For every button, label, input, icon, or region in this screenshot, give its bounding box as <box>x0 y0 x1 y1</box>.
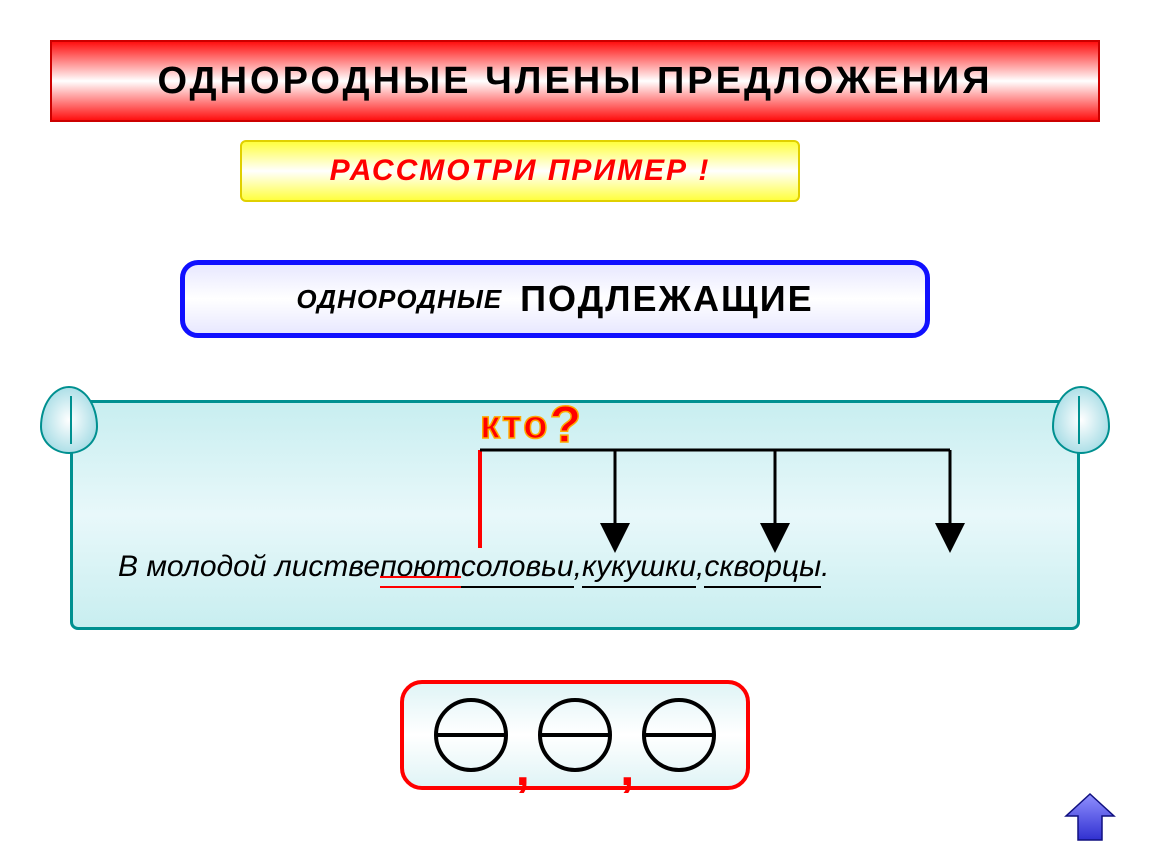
arrows-diagram <box>40 430 1110 560</box>
title-text: ОДНОРОДНЫЕ ЧЛЕНЫ ПРЕДЛОЖЕНИЯ <box>157 60 992 103</box>
example-sentence: В молодой листве поют соловьи, кукушки, … <box>118 550 830 584</box>
schema-subject-icon <box>434 698 508 772</box>
schema-subject-icon <box>642 698 716 772</box>
category-label-1: ОДНОРОДНЫЕ <box>296 284 502 315</box>
schema-panel: , , <box>400 680 750 790</box>
sentence-subject-2: кукушки <box>582 550 696 584</box>
category-banner: ОДНОРОДНЫЕ ПОДЛЕЖАЩИЕ <box>180 260 930 338</box>
period: . <box>821 550 829 584</box>
subtitle-banner: РАССМОТРИ ПРИМЕР ! <box>240 140 800 202</box>
subtitle-text: РАССМОТРИ ПРИМЕР ! <box>330 154 711 188</box>
category-label-2: ПОДЛЕЖАЩИЕ <box>520 278 813 320</box>
sentence-prefix: В молодой листве <box>118 550 380 584</box>
title-banner: ОДНОРОДНЫЕ ЧЛЕНЫ ПРЕДЛОЖЕНИЯ <box>50 40 1100 122</box>
schema-comma: , <box>620 753 634 784</box>
sentence-verb: поют <box>380 550 461 584</box>
comma: , <box>574 550 582 584</box>
schema-comma: , <box>516 753 530 784</box>
sentence-subject-1: соловьи <box>461 550 574 584</box>
home-nav-icon[interactable] <box>1060 792 1120 844</box>
sentence-subject-3: скворцы <box>704 550 821 584</box>
comma: , <box>696 550 704 584</box>
schema-subject-icon <box>538 698 612 772</box>
